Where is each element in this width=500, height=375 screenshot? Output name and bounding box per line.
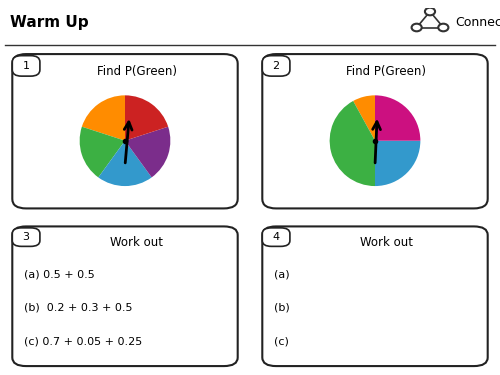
Wedge shape	[98, 141, 152, 186]
Text: Work out: Work out	[360, 236, 413, 249]
Wedge shape	[353, 95, 375, 141]
FancyBboxPatch shape	[262, 56, 290, 76]
Wedge shape	[375, 95, 420, 141]
Text: 1: 1	[22, 61, 30, 71]
Text: 3: 3	[22, 232, 30, 242]
Text: (b): (b)	[274, 303, 289, 313]
Wedge shape	[125, 127, 170, 177]
Circle shape	[425, 8, 435, 15]
Text: (a) 0.5 + 0.5: (a) 0.5 + 0.5	[24, 270, 94, 280]
Text: Work out: Work out	[110, 236, 163, 249]
FancyBboxPatch shape	[12, 226, 237, 366]
Text: Find P(Green): Find P(Green)	[96, 65, 176, 78]
Text: (a): (a)	[274, 270, 289, 280]
Text: 2: 2	[272, 61, 280, 71]
FancyBboxPatch shape	[262, 228, 290, 246]
Text: (b)  0.2 + 0.3 + 0.5: (b) 0.2 + 0.3 + 0.5	[24, 303, 132, 313]
FancyBboxPatch shape	[12, 56, 40, 76]
Text: (c): (c)	[274, 337, 288, 347]
FancyBboxPatch shape	[262, 226, 488, 366]
FancyBboxPatch shape	[12, 228, 40, 246]
Wedge shape	[82, 95, 125, 141]
Text: 4: 4	[272, 232, 280, 242]
Circle shape	[412, 24, 422, 31]
Text: Connect: Connect	[455, 16, 500, 29]
FancyBboxPatch shape	[12, 54, 237, 208]
FancyBboxPatch shape	[262, 54, 488, 208]
Wedge shape	[330, 101, 375, 186]
Wedge shape	[80, 127, 125, 177]
Wedge shape	[375, 141, 420, 186]
Wedge shape	[125, 95, 168, 141]
Text: (c) 0.7 + 0.05 + 0.25: (c) 0.7 + 0.05 + 0.25	[24, 337, 142, 347]
Text: Find P(Green): Find P(Green)	[346, 65, 426, 78]
Text: Warm Up: Warm Up	[10, 15, 88, 30]
Circle shape	[438, 24, 448, 31]
